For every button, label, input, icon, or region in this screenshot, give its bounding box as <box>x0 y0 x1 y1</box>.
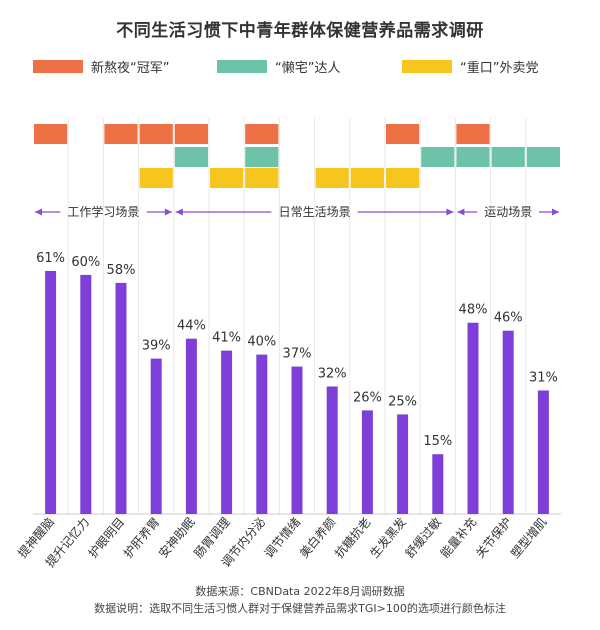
bar <box>397 414 409 514</box>
scene-arrow-head <box>446 208 454 216</box>
category-label: 安神助眠 <box>155 514 197 560</box>
bar-value-label: 41% <box>212 331 241 346</box>
bar <box>537 390 549 514</box>
bar-value-label: 58% <box>107 263 136 278</box>
bar <box>221 350 233 514</box>
legend-swatch-orange <box>33 59 83 73</box>
bar-value-label: 40% <box>247 335 276 350</box>
bar <box>326 386 338 514</box>
highlight-block-orange <box>386 124 420 144</box>
category-label: 塑型增肌 <box>507 514 549 560</box>
bar-value-label: 39% <box>142 339 171 354</box>
bar-value-label: 15% <box>423 434 452 449</box>
category-label: 护眼明目 <box>86 515 128 561</box>
highlight-block-yellow <box>315 168 349 188</box>
highlight-block-orange <box>456 124 490 144</box>
bar-value-label: 44% <box>177 319 206 334</box>
footer-note: 数据说明：选取不同生活习惯人群对于保健营养品需求TGI>100的选项进行颜色标注 <box>94 602 506 615</box>
highlight-block-yellow <box>245 168 279 188</box>
bar <box>502 330 514 514</box>
highlight-block-teal <box>526 147 560 167</box>
footer-source: 数据来源：CBNData 2022年8月调研数据 <box>195 585 405 598</box>
highlight-block-teal <box>174 147 208 167</box>
scene-arrow-head <box>164 208 172 216</box>
highlight-block-teal <box>421 147 455 167</box>
legend-item-orange: 新熬夜“冠军” <box>33 58 170 76</box>
highlight-block-orange <box>245 124 279 144</box>
scene-arrow-head <box>457 208 465 216</box>
scene-label: 日常生活场景 <box>279 205 351 219</box>
highlight-block-yellow <box>386 168 420 188</box>
bar-value-label: 25% <box>388 394 417 409</box>
scene-arrow-head <box>552 208 559 216</box>
bar-value-label: 31% <box>529 370 558 385</box>
highlight-block-yellow <box>210 168 244 188</box>
category-label: 护肝养胃 <box>120 514 162 560</box>
highlight-block-teal <box>245 147 279 167</box>
bar-value-label: 46% <box>494 311 523 326</box>
legend-item-teal: “懒宅”达人 <box>217 58 341 76</box>
legend-swatch-yellow <box>402 59 452 73</box>
category-label: 美白养颜 <box>296 514 338 560</box>
bar <box>467 322 479 514</box>
highlight-block-orange <box>139 124 173 144</box>
highlight-block-orange <box>174 124 208 144</box>
bar <box>185 338 197 514</box>
bar <box>45 270 57 514</box>
highlight-block-orange <box>104 124 138 144</box>
category-label: 生发黑发 <box>367 514 409 560</box>
bar-value-label: 26% <box>353 390 382 405</box>
bar-value-label: 60% <box>71 255 100 270</box>
scene-label: 工作学习场景 <box>67 204 139 219</box>
legend-label-teal: “懒宅”达人 <box>275 60 341 76</box>
highlight-block-yellow <box>350 168 384 188</box>
bar-value-label: 48% <box>459 303 488 318</box>
bar-value-label: 32% <box>318 366 347 381</box>
bar <box>150 358 162 514</box>
category-label: 调节情绪 <box>262 515 304 561</box>
bar <box>115 282 127 514</box>
bar-value-label: 61% <box>36 251 65 266</box>
bar-value-label: 37% <box>283 347 312 362</box>
bar <box>291 366 303 514</box>
category-label: 能量补充 <box>437 514 479 560</box>
legend-swatch-teal <box>217 59 267 73</box>
scene-arrow-head <box>175 208 183 216</box>
category-label: 抗糖抗老 <box>331 514 373 560</box>
scene-label: 运动场景 <box>484 205 532 219</box>
highlight-block-teal <box>456 147 490 167</box>
highlight-block-orange <box>34 124 68 144</box>
highlight-block-teal <box>491 147 525 167</box>
bar <box>361 410 373 514</box>
legend-label-yellow: “重口”外卖党 <box>460 60 539 76</box>
category-label: 舒缓过敏 <box>402 514 444 560</box>
bar <box>256 354 268 514</box>
category-label: 关节保护 <box>473 515 515 561</box>
legend-item-yellow: “重口”外卖党 <box>402 58 539 76</box>
legend-label-orange: 新熬夜“冠军” <box>91 60 170 76</box>
scene-arrow-head <box>35 208 42 216</box>
highlight-block-yellow <box>139 168 173 188</box>
bar <box>432 454 444 514</box>
bar <box>80 274 92 514</box>
chart-title: 不同生活习惯下中青年群体保健营养品需求调研 <box>116 21 484 41</box>
